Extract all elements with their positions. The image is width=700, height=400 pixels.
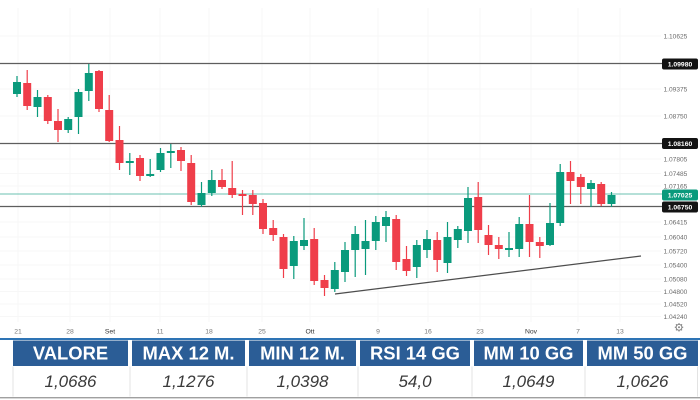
svg-text:1.06040: 1.06040 — [664, 234, 688, 241]
svg-text:1,0686: 1,0686 — [45, 372, 98, 391]
svg-text:1.05400: 1.05400 — [664, 262, 688, 269]
svg-text:RSI 14 GG: RSI 14 GG — [370, 343, 460, 364]
svg-text:9: 9 — [376, 329, 380, 336]
svg-text:1.09980: 1.09980 — [668, 62, 693, 69]
svg-text:1.04240: 1.04240 — [664, 314, 688, 321]
svg-text:1.09375: 1.09375 — [664, 86, 688, 93]
svg-text:Ott: Ott — [305, 329, 314, 336]
svg-text:1.06415: 1.06415 — [664, 219, 688, 226]
svg-text:1.06750: 1.06750 — [668, 205, 693, 212]
svg-text:1.04520: 1.04520 — [664, 301, 688, 308]
svg-text:MAX 12 M.: MAX 12 M. — [143, 343, 235, 364]
svg-text:28: 28 — [66, 329, 74, 336]
svg-text:7: 7 — [576, 329, 580, 336]
svg-text:1.05720: 1.05720 — [664, 248, 688, 255]
svg-text:11: 11 — [156, 329, 163, 336]
svg-text:1,0626: 1,0626 — [617, 372, 670, 391]
svg-text:1,1276: 1,1276 — [163, 372, 216, 391]
svg-text:MM 10 GG: MM 10 GG — [484, 343, 574, 364]
svg-text:1.05080: 1.05080 — [664, 276, 688, 283]
svg-text:MM 50 GG: MM 50 GG — [598, 343, 688, 364]
svg-text:1.07485: 1.07485 — [664, 171, 688, 178]
svg-text:18: 18 — [205, 329, 213, 336]
svg-text:1,0649: 1,0649 — [503, 372, 556, 391]
svg-text:VALORE: VALORE — [33, 343, 108, 364]
svg-text:25: 25 — [258, 329, 266, 336]
svg-text:54,0: 54,0 — [398, 372, 432, 391]
svg-text:13: 13 — [616, 329, 624, 336]
svg-text:16: 16 — [424, 329, 432, 336]
svg-text:21: 21 — [14, 329, 22, 336]
svg-text:1.08750: 1.08750 — [664, 113, 688, 120]
svg-text:1.10625: 1.10625 — [664, 33, 688, 40]
svg-text:1,0398: 1,0398 — [277, 372, 330, 391]
svg-text:1.07805: 1.07805 — [664, 156, 688, 163]
svg-text:MIN 12 M.: MIN 12 M. — [260, 343, 345, 364]
svg-text:1.07025: 1.07025 — [668, 193, 693, 200]
svg-text:1.08160: 1.08160 — [668, 141, 693, 148]
svg-text:1.04800: 1.04800 — [664, 289, 688, 296]
svg-text:23: 23 — [476, 329, 484, 336]
svg-text:Nov: Nov — [525, 329, 538, 336]
svg-text:Set: Set — [105, 329, 115, 336]
svg-text:1.07165: 1.07165 — [664, 183, 688, 190]
